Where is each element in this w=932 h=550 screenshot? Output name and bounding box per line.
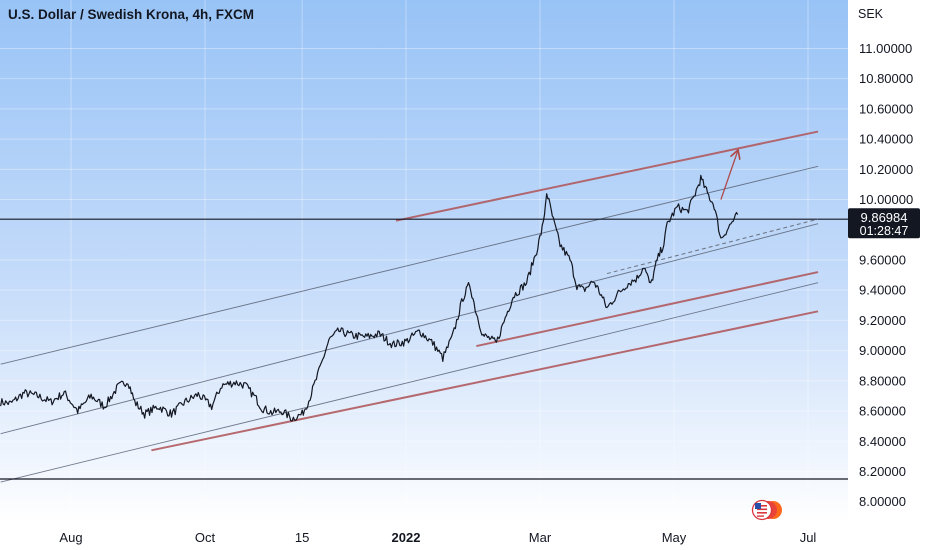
channel-line-gray[interactable] [0, 223, 819, 435]
channel-line-red[interactable] [395, 130, 819, 222]
y-tick-label: 8.80000 [859, 373, 906, 388]
y-tick-label: 9.20000 [859, 313, 906, 328]
time-axis[interactable] [0, 524, 848, 550]
y-tick-label: 10.40000 [859, 132, 913, 147]
y-tick-label: 10.00000 [859, 192, 913, 207]
channel-line-red[interactable] [476, 271, 819, 348]
y-tick-label: 8.00000 [859, 494, 906, 509]
y-tick-label: 8.40000 [859, 434, 906, 449]
current-price-label: 9.86984 [861, 210, 908, 225]
y-tick-label: 9.00000 [859, 343, 906, 358]
dashed-line[interactable] [606, 218, 819, 275]
x-tick-label: May [662, 530, 687, 545]
y-tick-label: 10.60000 [859, 101, 913, 116]
current-price-badge[interactable] [848, 208, 920, 239]
y-tick-label: 10.80000 [859, 71, 913, 86]
arrow-annotation[interactable] [720, 151, 738, 200]
price-axis[interactable] [848, 0, 932, 550]
x-tick-label: Mar [529, 530, 552, 545]
y-tick-label: 8.60000 [859, 404, 906, 419]
x-tick-label: Aug [59, 530, 82, 545]
y-tick-label: 10.20000 [859, 162, 913, 177]
y-tick-label: 9.60000 [859, 252, 906, 267]
countdown-label: 01:28:47 [860, 224, 909, 238]
currency-label: SEK [858, 7, 884, 21]
price-line-series[interactable] [0, 174, 739, 422]
x-tick-label: 2022 [392, 530, 421, 545]
x-tick-label: 15 [295, 530, 309, 545]
y-tick-label: 9.40000 [859, 283, 906, 298]
y-tick-label: 8.20000 [859, 464, 906, 479]
channel-line-red[interactable] [151, 310, 819, 452]
x-tick-label: Oct [195, 530, 216, 545]
flag-logo-icon[interactable] [749, 499, 783, 521]
y-tick-label: 11.00000 [859, 41, 912, 56]
channel-line-gray[interactable] [0, 165, 819, 365]
x-tick-label: Jul [800, 530, 817, 545]
channel-line-gray[interactable] [0, 282, 819, 483]
chart-title: U.S. Dollar / Swedish Krona, 4h, FXCM [8, 7, 255, 22]
